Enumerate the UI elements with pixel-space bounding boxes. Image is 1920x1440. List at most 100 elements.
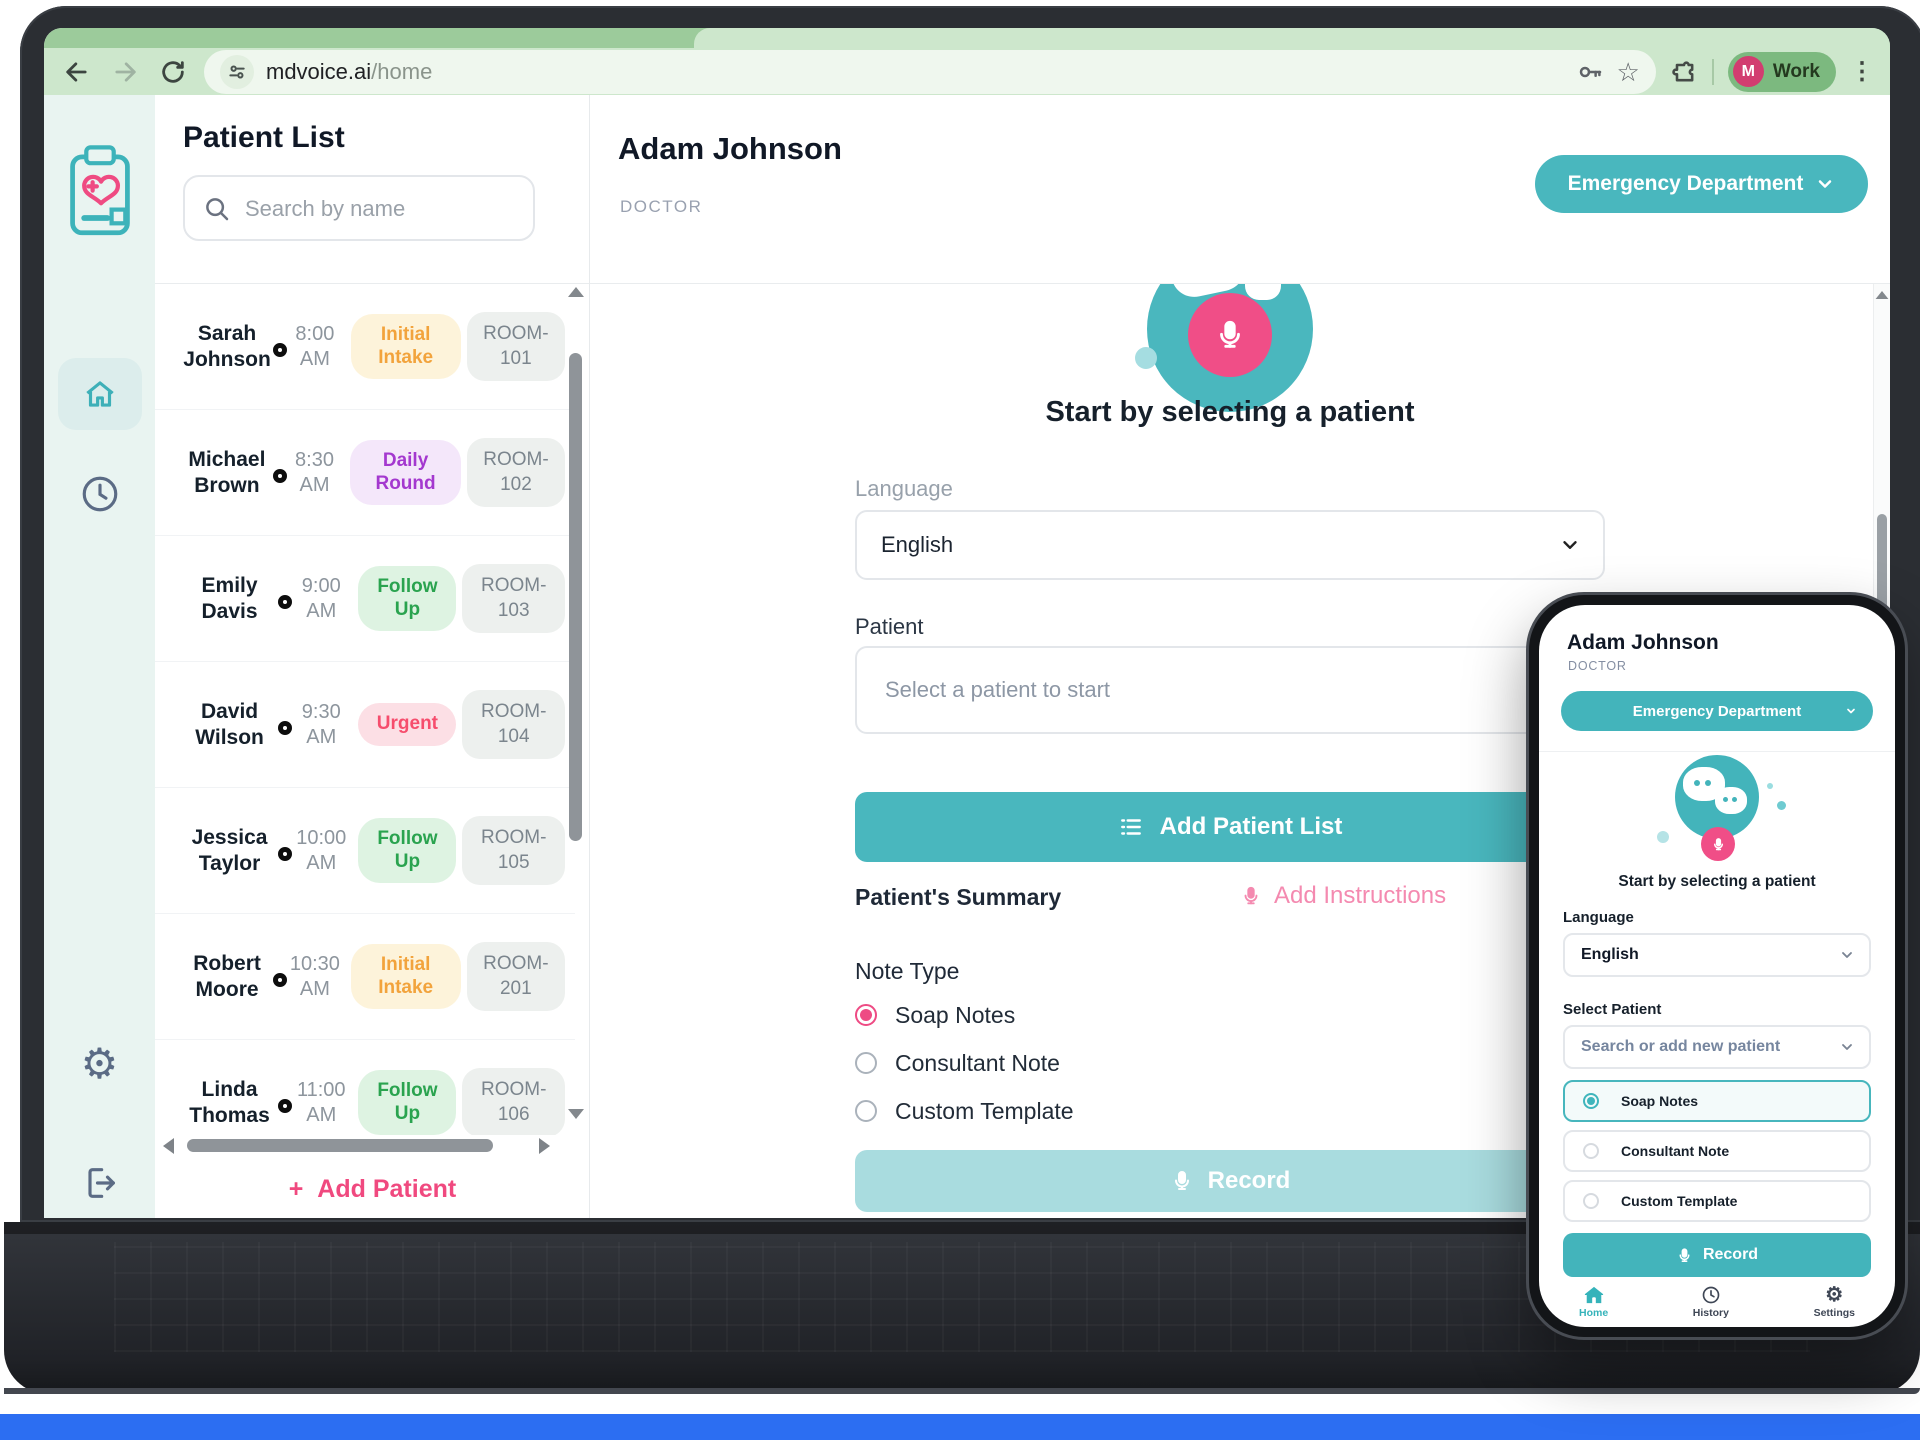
patient-time: 10:30 AM bbox=[289, 952, 340, 1000]
patient-name: Michael Brown bbox=[188, 448, 266, 497]
phone-nav-label: Settings bbox=[1813, 1307, 1855, 1319]
patient-row[interactable]: Robert Moore 10:30 AM Initial Intake ROO… bbox=[155, 914, 575, 1040]
sidebar-item-home[interactable] bbox=[58, 358, 142, 430]
department-dropdown[interactable]: Emergency Department bbox=[1535, 155, 1868, 213]
phone-note-option-custom[interactable]: Custom Template bbox=[1563, 1180, 1871, 1222]
patient-ring-icon bbox=[278, 720, 293, 735]
scroll-down-arrow-icon[interactable] bbox=[568, 1109, 584, 1119]
profile-button[interactable]: M Work bbox=[1727, 51, 1836, 92]
patient-row[interactable]: Sarah Johnson 8:00 AM Initial Intake ROO… bbox=[155, 284, 575, 410]
scroll-left-arrow-icon[interactable] bbox=[163, 1138, 174, 1154]
add-patient-button[interactable]: + Add Patient bbox=[155, 1175, 590, 1204]
browser-chrome: mdvoice.ai/home ☆ M Work ⋮ bbox=[44, 28, 1890, 95]
decor-dot bbox=[1135, 347, 1157, 369]
patient-select-input[interactable] bbox=[857, 648, 1603, 732]
patient-time: 9:30 AM bbox=[301, 700, 341, 748]
scroll-right-arrow-icon[interactable] bbox=[539, 1138, 550, 1154]
patient-row[interactable]: Linda Thomas 11:00 AM Follow Up ROOM-106 bbox=[155, 1040, 575, 1135]
chevron-down-icon bbox=[1847, 708, 1855, 714]
radio-icon[interactable] bbox=[1583, 1193, 1599, 1209]
patient-select-field[interactable] bbox=[855, 646, 1605, 734]
radio-icon[interactable] bbox=[1583, 1143, 1599, 1159]
phone-nav-history[interactable]: History bbox=[1693, 1285, 1729, 1327]
patient-list-hscrollbar[interactable] bbox=[155, 1138, 575, 1154]
decor-dot bbox=[1767, 783, 1773, 789]
patient-name: Jessica Taylor bbox=[191, 826, 268, 875]
back-button[interactable] bbox=[60, 55, 94, 89]
scrollbar-thumb[interactable] bbox=[569, 353, 582, 841]
language-select[interactable]: English bbox=[855, 510, 1605, 580]
patient-time: 8:00 AM bbox=[295, 322, 335, 370]
reload-button[interactable] bbox=[156, 55, 190, 89]
radio-selected-icon[interactable] bbox=[855, 1004, 877, 1026]
patient-row[interactable]: Michael Brown 8:30 AM Daily Round ROOM-1… bbox=[155, 410, 575, 536]
logout-icon bbox=[87, 1168, 115, 1198]
patient-name: Sarah Johnson bbox=[183, 322, 271, 371]
phone-language-select[interactable]: English bbox=[1563, 933, 1871, 977]
note-option-soap[interactable]: Soap Notes bbox=[855, 998, 1015, 1032]
scroll-up-arrow-icon[interactable] bbox=[1875, 291, 1889, 299]
forward-icon bbox=[115, 61, 136, 82]
gear-icon: ⚙ bbox=[1825, 1284, 1844, 1306]
status-badge: Follow Up bbox=[358, 817, 457, 884]
add-instructions-button[interactable]: Add Instructions bbox=[1240, 882, 1446, 910]
radio-selected-icon[interactable] bbox=[1583, 1093, 1599, 1109]
phone-record-button[interactable]: Record bbox=[1563, 1233, 1871, 1277]
patient-summary-label: Patient's Summary bbox=[855, 884, 1062, 910]
bookmark-star-icon[interactable]: ☆ bbox=[1616, 56, 1640, 87]
forward-button[interactable] bbox=[108, 55, 142, 89]
site-settings-icon bbox=[229, 65, 245, 78]
bottom-blue-strip bbox=[0, 1414, 1920, 1440]
home-icon bbox=[1584, 1286, 1603, 1304]
mic-icon bbox=[1679, 1247, 1690, 1262]
url-bar[interactable]: mdvoice.ai/home ☆ bbox=[204, 49, 1656, 94]
browser-menu-button[interactable]: ⋮ bbox=[1850, 57, 1874, 85]
phone-note-option-consultant[interactable]: Consultant Note bbox=[1563, 1130, 1871, 1172]
note-option-label: Consultant Note bbox=[895, 1049, 1060, 1076]
phone-patient-select[interactable]: Search or add new patient bbox=[1563, 1025, 1871, 1069]
sidebar-item-settings[interactable]: ⚙ bbox=[81, 1043, 119, 1085]
language-value: English bbox=[881, 532, 954, 557]
passkey-icon[interactable] bbox=[1575, 57, 1605, 87]
clock-icon bbox=[1702, 1286, 1720, 1304]
patient-list-scrollbar[interactable] bbox=[567, 287, 585, 1218]
patient-ring-icon bbox=[278, 846, 293, 861]
patient-ring-icon bbox=[278, 1098, 293, 1113]
phone-nav-home[interactable]: Home bbox=[1579, 1285, 1608, 1327]
phone-mockup: Adam Johnson DOCTOR Emergency Department bbox=[1526, 592, 1908, 1340]
site-settings-button[interactable] bbox=[220, 54, 254, 89]
status-badge: Initial Intake bbox=[350, 943, 461, 1010]
extensions-puzzle-icon[interactable] bbox=[1670, 58, 1698, 86]
record-button[interactable]: Record bbox=[855, 1150, 1605, 1212]
patient-search[interactable] bbox=[183, 175, 535, 241]
sidebar-item-logout[interactable] bbox=[80, 1163, 120, 1208]
phone-note-option-soap[interactable]: Soap Notes bbox=[1563, 1080, 1871, 1122]
patient-ring-icon bbox=[272, 468, 287, 483]
chevron-down-icon bbox=[1842, 952, 1852, 958]
patient-row[interactable]: David Wilson 9:30 AM Urgent ROOM-104 bbox=[155, 662, 575, 788]
decor-dot bbox=[1777, 801, 1786, 810]
phone-department-dropdown[interactable]: Emergency Department bbox=[1561, 691, 1873, 731]
radio-icon[interactable] bbox=[855, 1052, 877, 1074]
patient-time: 9:00 AM bbox=[301, 574, 341, 622]
hscrollbar-thumb[interactable] bbox=[187, 1139, 493, 1152]
add-patient-list-button[interactable]: Add Patient List bbox=[855, 792, 1605, 862]
scroll-up-arrow-icon[interactable] bbox=[568, 287, 584, 297]
sidebar-item-history[interactable] bbox=[79, 473, 121, 520]
patient-row[interactable]: Emily Davis 9:00 AM Follow Up ROOM-103 bbox=[155, 536, 575, 662]
gear-icon: ⚙ bbox=[80, 1040, 119, 1087]
note-option-consultant[interactable]: Consultant Note bbox=[855, 1046, 1060, 1080]
note-option-custom[interactable]: Custom Template bbox=[855, 1094, 1074, 1128]
add-instructions-label: Add Instructions bbox=[1274, 882, 1447, 909]
patient-row[interactable]: Jessica Taylor 10:00 AM Follow Up ROOM-1… bbox=[155, 788, 575, 914]
mic-icon bbox=[1220, 320, 1240, 348]
phone-nav-settings[interactable]: ⚙ Settings bbox=[1814, 1285, 1855, 1327]
phone-bottom-nav: Home History ⚙ Settings bbox=[1539, 1285, 1895, 1327]
app-shell: ⚙ Patient List bbox=[44, 95, 1890, 1218]
main-content: Start by selecting a patient Language En… bbox=[590, 284, 1890, 1218]
patient-search-input[interactable] bbox=[243, 177, 523, 241]
phone-doctor-name: Adam Johnson bbox=[1567, 631, 1719, 654]
doctor-role: DOCTOR bbox=[620, 197, 703, 216]
radio-icon[interactable] bbox=[855, 1100, 877, 1122]
